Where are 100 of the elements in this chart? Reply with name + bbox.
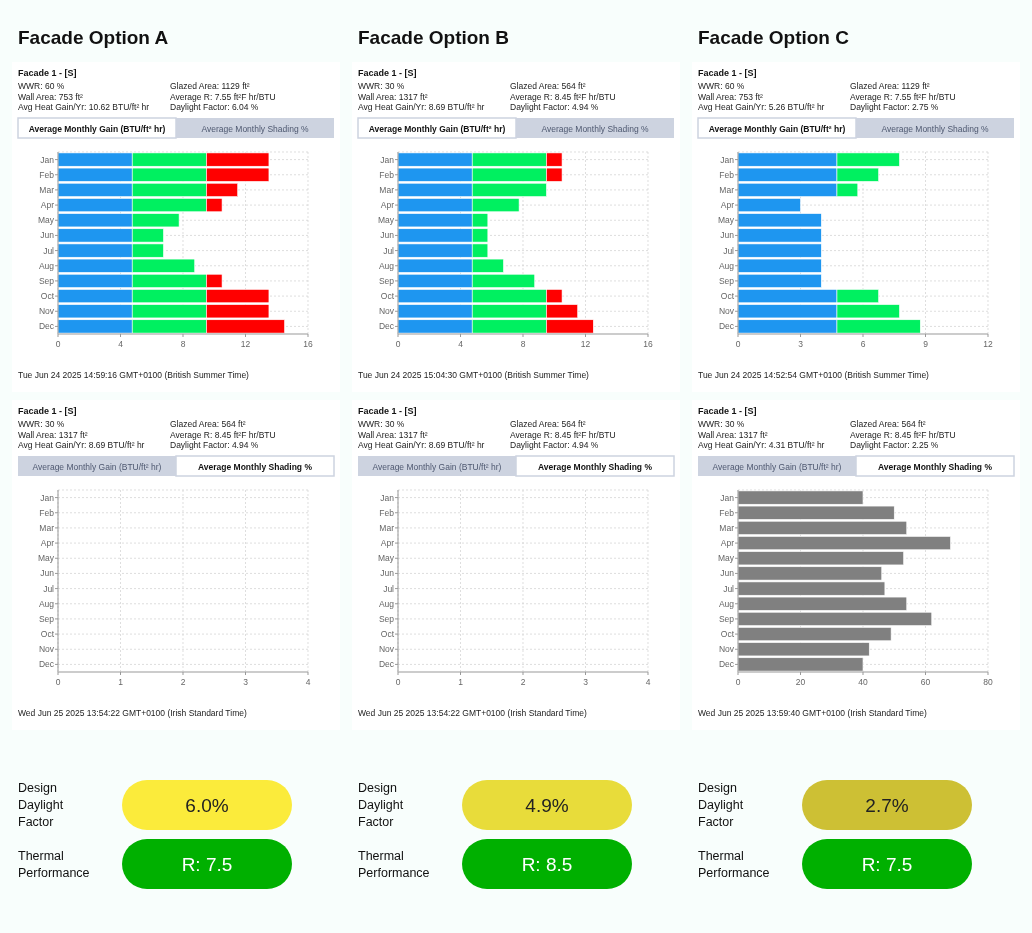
y-tick-label: Feb — [379, 169, 395, 180]
x-axis-title: Average Monthly Shading % — [538, 461, 653, 472]
y-tick-label: Jul — [723, 245, 735, 256]
text: 6.0% — [185, 795, 229, 816]
y-tick-label: Jul — [383, 245, 395, 256]
y-tick-label: Jan — [40, 154, 55, 165]
text: Wed Jun 25 2025 13:54:22 GMT+0100 (Irish Standard Time) — [358, 708, 587, 718]
y-tick-label: Sep — [378, 613, 395, 624]
y-tick-label: May — [717, 215, 735, 226]
text: Glazed Area: 564 ft² — [170, 419, 246, 429]
x-tick-label: 8 — [180, 339, 186, 349]
text: Glazed Area: 1129 ft² — [170, 81, 250, 91]
y-tick-label: Dec — [378, 659, 395, 670]
x-tick-label: 12 — [983, 339, 993, 349]
text: Design Daylight Factor — [698, 781, 744, 829]
y-tick-label: Mar — [39, 522, 55, 533]
text: 4.9% — [525, 795, 569, 816]
y-tick-label: Oct — [380, 629, 395, 640]
y-tick-label: Jul — [383, 583, 395, 594]
x-tick-label: 0 — [735, 339, 741, 349]
x-tick-label: 0 — [735, 677, 741, 687]
x-tick-label: 3 — [798, 339, 804, 349]
text: Design Daylight Factor — [18, 781, 64, 829]
text: Wall Area: 1317 ft² — [18, 429, 88, 440]
y-tick-label: Sep — [718, 275, 735, 286]
y-tick-label: May — [37, 215, 55, 226]
text: Average Monthly Gain (BTU/ft² hr) — [32, 461, 162, 472]
y-tick-label: May — [377, 215, 395, 226]
text: Wall Area: 753 ft² — [698, 91, 764, 102]
chart-subtitle: Facade 1 - [S] — [698, 68, 757, 78]
text: Glazed Area: 564 ft² — [510, 419, 586, 429]
y-tick-label: May — [717, 553, 735, 564]
x-tick-label: 40 — [858, 677, 868, 687]
x-tick-label: 1 — [458, 677, 464, 687]
text: Average R: 7.55 ft²F hr/BTU — [850, 91, 956, 102]
text: Daylight Factor: 6.04 % — [170, 102, 259, 112]
text: Glazed Area: 564 ft² — [850, 419, 926, 429]
x-axis-title: Average Monthly Gain (BTU/ft² hr) — [368, 123, 506, 134]
x-tick-label: 16 — [643, 339, 653, 349]
y-tick-label: Nov — [378, 306, 395, 317]
x-tick-label: 0 — [55, 677, 61, 687]
y-tick-label: Aug — [718, 260, 735, 271]
y-tick-label: Sep — [718, 613, 735, 624]
text: Average Monthly Shading % — [881, 123, 989, 134]
y-tick-label: Jul — [43, 583, 55, 594]
text: Average Monthly Gain (BTU/ft² hr) — [372, 461, 502, 472]
text: Tue Jun 24 2025 15:04:30 GMT+0100 (British Summer Time) — [358, 370, 590, 380]
text: Thermal Performance — [358, 848, 430, 880]
y-tick-label: Feb — [39, 507, 55, 518]
y-tick-label: Apr — [720, 200, 735, 211]
chart-subtitle: Facade 1 - [S] — [358, 406, 417, 416]
y-tick-label: Feb — [719, 507, 735, 518]
text: 2.7% — [865, 795, 909, 816]
x-tick-label: 80 — [983, 677, 993, 687]
y-tick-label: Sep — [38, 613, 55, 624]
x-tick-label: 20 — [795, 677, 806, 687]
y-tick-label: Oct — [720, 291, 735, 302]
y-tick-label: Dec — [718, 321, 735, 332]
y-tick-label: Jun — [720, 230, 735, 241]
x-tick-label: 0 — [395, 339, 401, 349]
y-tick-label: Aug — [718, 598, 735, 609]
y-tick-label: Jun — [720, 568, 735, 579]
x-tick-label: 3 — [583, 677, 589, 687]
x-axis-title: Average Monthly Shading % — [878, 461, 993, 472]
y-tick-label: Apr — [40, 200, 55, 211]
x-tick-label: 4 — [645, 677, 651, 687]
y-tick-label: Mar — [719, 522, 735, 533]
text: Wall Area: 753 ft² — [18, 91, 84, 102]
x-tick-label: 2 — [180, 677, 186, 687]
x-tick-label: 6 — [860, 339, 866, 349]
text: Tue Jun 24 2025 14:52:54 GMT+0100 (British Summer Time) — [698, 370, 930, 380]
x-tick-label: 4 — [305, 677, 311, 687]
y-tick-label: Jan — [720, 492, 735, 503]
y-tick-label: Nov — [718, 306, 735, 317]
y-tick-label: Oct — [40, 629, 55, 640]
text: WWR: 30 % — [358, 81, 405, 91]
text: Avg Heat Gain/Yr: 5.26 BTU/ft² hr — [698, 102, 825, 112]
x-tick-label: 4 — [118, 339, 124, 349]
x-tick-label: 1 — [118, 677, 124, 687]
y-tick-label: Oct — [40, 291, 55, 302]
text: Tue Jun 24 2025 14:59:16 GMT+0100 (British Summer Time) — [18, 370, 250, 380]
text: Wed Jun 25 2025 13:59:40 GMT+0100 (Irish Standard Time) — [698, 708, 927, 718]
y-tick-label: Mar — [39, 184, 55, 195]
y-tick-label: Apr — [720, 538, 735, 549]
y-tick-label: Feb — [39, 169, 55, 180]
text: WWR: 30 % — [698, 419, 745, 429]
text: R: 7.5 — [861, 854, 913, 875]
y-tick-label: Jun — [40, 230, 55, 241]
text: Glazed Area: 1129 ft² — [850, 81, 930, 91]
y-tick-label: Aug — [38, 598, 55, 609]
y-tick-label: Dec — [718, 659, 735, 670]
text: WWR: 60 % — [698, 81, 745, 91]
y-tick-label: Jan — [720, 154, 735, 165]
text: Daylight Factor: 2.75 % — [850, 102, 939, 112]
text: Wed Jun 25 2025 13:54:22 GMT+0100 (Irish Standard Time) — [18, 708, 247, 718]
text: Design Daylight Factor — [358, 781, 404, 829]
text: Average Monthly Shading % — [201, 123, 309, 134]
text: WWR: 30 % — [358, 419, 405, 429]
text: Avg Heat Gain/Yr: 8.69 BTU/ft² hr — [358, 440, 485, 450]
y-tick-label: Mar — [719, 184, 735, 195]
